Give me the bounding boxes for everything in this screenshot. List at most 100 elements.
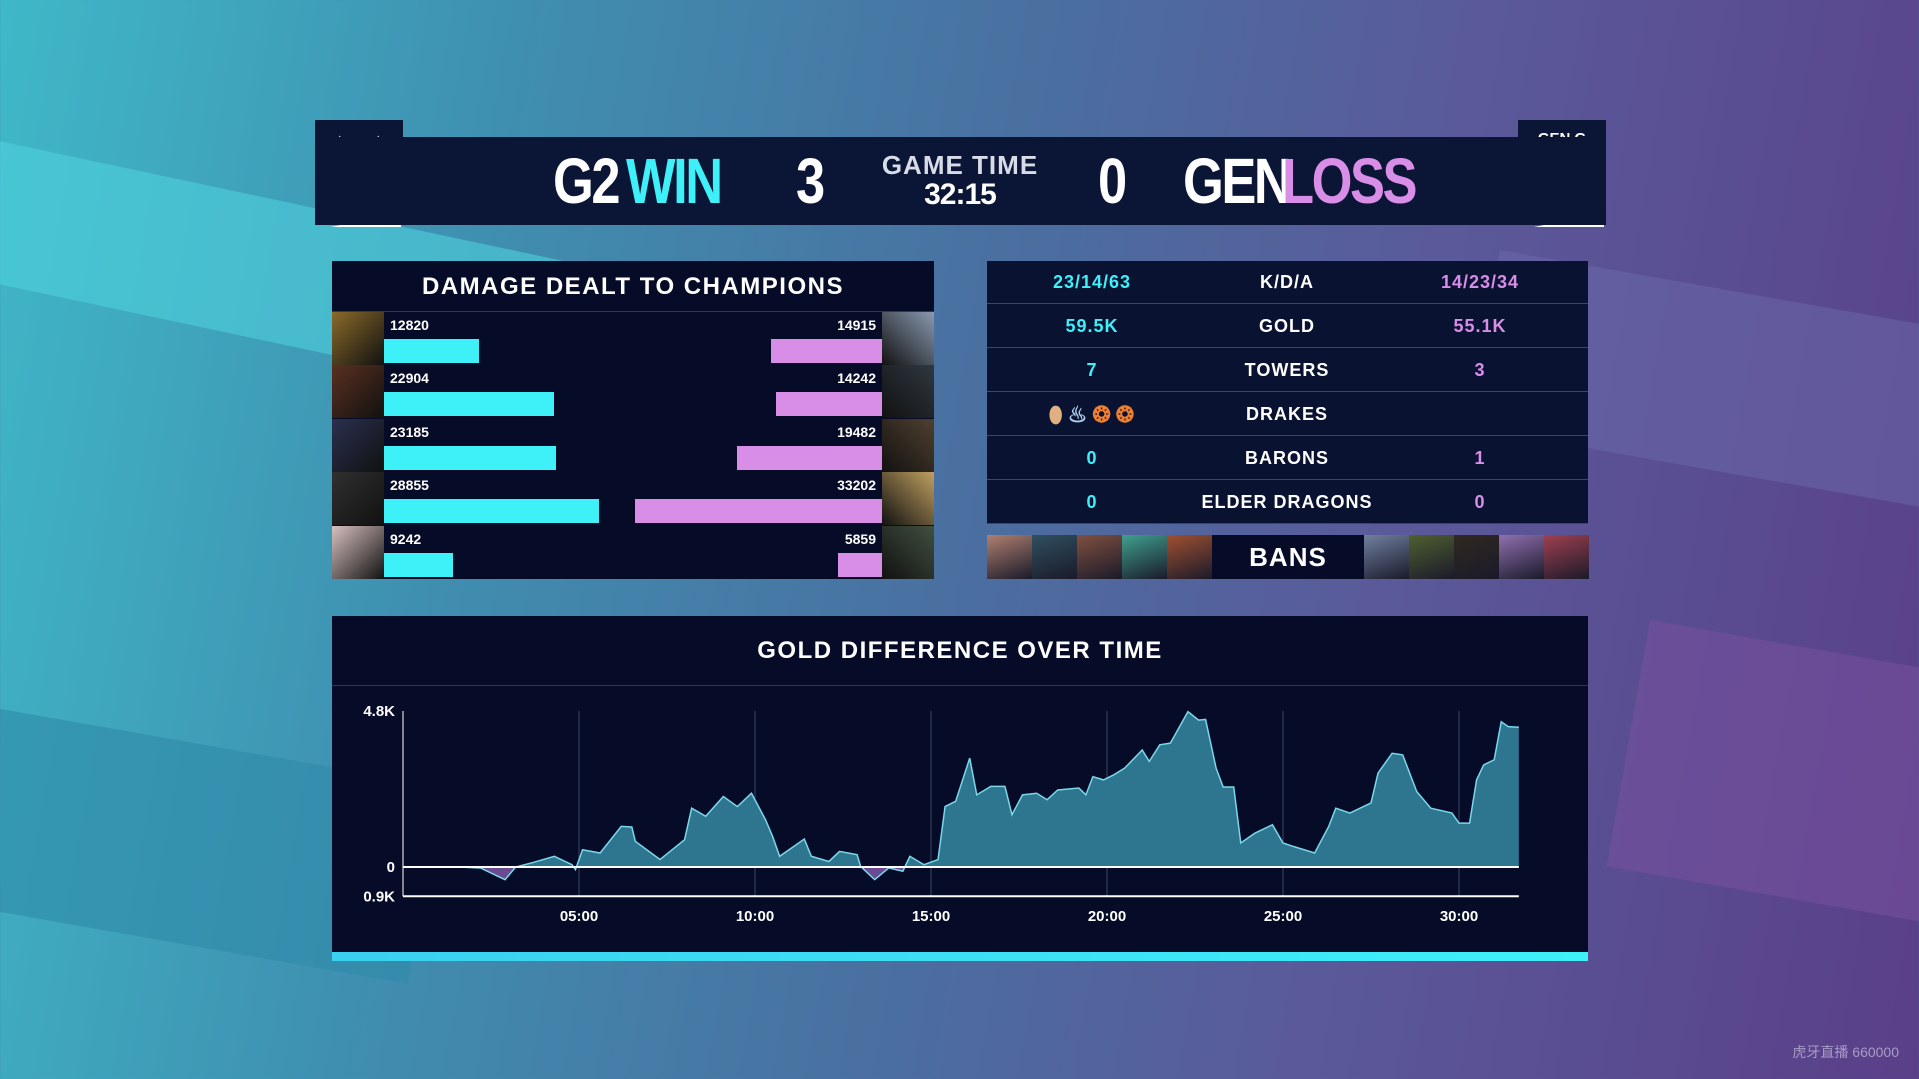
bans-row: BANS <box>987 535 1589 579</box>
drakes-left: ⬮ ♨ ❂ ❂ <box>1037 393 1147 438</box>
damage-bar-left <box>384 392 555 417</box>
banned-champion-portrait <box>1032 535 1077 579</box>
score-left: 3 <box>796 145 825 217</box>
infernal-drake-icon: ❂ <box>1115 402 1136 427</box>
game-time-label: GAME TIME <box>881 150 1039 180</box>
team-right-name: GEN <box>1183 145 1292 217</box>
stat-row: 0 ELDER DRAGONS 0 <box>987 481 1588 524</box>
damage-value-left: 28855 <box>390 477 429 494</box>
x-tick-label: 15:00 <box>912 908 950 925</box>
x-tick-label: 20:00 <box>1088 908 1126 925</box>
damage-value-left: 22904 <box>390 370 429 387</box>
stats-panel: 23/14/63 K/D/A 14/23/34 59.5K GOLD 55.1K 7… <box>987 261 1588 524</box>
damage-bar-left <box>384 552 453 577</box>
stat-row: 23/14/63 K/D/A 14/23/34 <box>987 261 1588 304</box>
stat-label: BARONS <box>1244 448 1329 468</box>
champion-portrait-right <box>882 312 934 365</box>
damage-value-right: 14915 <box>837 317 876 333</box>
stat-right-value: 55.1K <box>1453 316 1507 336</box>
result-left: WIN <box>626 145 723 217</box>
banned-champion-portrait <box>1409 535 1454 579</box>
infernal-drake-icon: ❂ <box>1092 402 1112 427</box>
damage-panel: DAMAGE DEALT TO CHAMPIONS 12820 14915 22… <box>332 261 934 579</box>
banned-champion-portrait <box>1544 535 1589 579</box>
damage-row: 12820 14915 <box>332 312 934 365</box>
game-time: 32:15 <box>924 178 997 211</box>
damage-row: 9242 5859 <box>332 525 934 579</box>
y-tick-label: 4.8K <box>363 703 395 720</box>
stat-left-value: 23/14/63 <box>1052 272 1132 292</box>
stat-right-value: 1 <box>1474 448 1486 468</box>
champion-portrait-right <box>882 472 934 526</box>
score-right: 0 <box>1098 145 1127 217</box>
watermark: 虎牙直播 660000 <box>1792 1044 1899 1060</box>
bans-label: BANS <box>1249 542 1327 572</box>
bans-right <box>1364 535 1589 579</box>
gold-chart-title: GOLD DIFFERENCE OVER TIME <box>332 616 1588 686</box>
gold-difference-line <box>403 710 1519 881</box>
champion-portrait-right <box>882 365 934 419</box>
damage-bar-right <box>771 339 882 363</box>
champion-portrait-left <box>332 365 384 419</box>
damage-value-left: 23185 <box>390 423 429 440</box>
damage-value-right: 5859 <box>844 530 876 547</box>
scoreboard-header <box>316 137 1604 225</box>
damage-row: 23185 19482 <box>332 418 934 472</box>
stat-label: DRAKES <box>1245 404 1328 424</box>
stat-label: GOLD <box>1259 316 1315 336</box>
damage-row: 22904 14242 <box>332 365 934 419</box>
x-tick-label: 30:00 <box>1440 908 1478 925</box>
stat-row: 0 BARONS 1 <box>987 437 1588 480</box>
stat-label: ELDER DRAGONS <box>1201 492 1373 512</box>
gold-panel-accent-bar <box>332 952 1588 961</box>
stat-row: 7 TOWERS 3 <box>987 349 1588 392</box>
damage-value-right: 19482 <box>837 423 876 440</box>
y-tick-label: 0.9K <box>363 888 395 905</box>
damage-value-right: 14242 <box>837 370 876 387</box>
champion-portrait-right <box>882 418 934 472</box>
banned-champion-portrait <box>1122 535 1167 579</box>
champion-portrait-left <box>332 472 384 526</box>
stat-left-value: 59.5K <box>1065 316 1119 336</box>
result-right: LOSS <box>1282 145 1418 217</box>
champion-portrait-left <box>332 312 384 365</box>
stat-label: K/D/A <box>1260 272 1314 292</box>
stat-left-value: 0 <box>1086 448 1098 468</box>
champion-portrait-left <box>332 525 384 579</box>
team-left-name: G2 <box>553 145 621 217</box>
x-tick-label: 05:00 <box>560 908 598 925</box>
champion-portrait-left <box>332 418 384 472</box>
stat-right-value: 14/23/34 <box>1440 272 1520 292</box>
damage-value-left: 12820 <box>390 317 429 333</box>
x-tick-label: 10:00 <box>736 908 774 925</box>
stat-right-value: 0 <box>1474 492 1486 512</box>
banned-champion-portrait <box>1077 535 1122 579</box>
damage-bar-right <box>634 499 882 524</box>
bans-left <box>987 535 1212 579</box>
damage-bar-left <box>384 445 557 470</box>
mountain-drake-icon: ⬮ <box>1048 402 1064 427</box>
damage-rows: 12820 14915 22904 14242 23185 19482 2885… <box>332 312 934 579</box>
damage-bar-left <box>384 339 480 363</box>
banned-champion-portrait <box>1454 535 1499 579</box>
gold-area-blue-lead <box>403 711 1519 867</box>
damage-bar-right <box>838 552 882 577</box>
banned-champion-portrait <box>1364 535 1409 579</box>
stat-right-value: 3 <box>1474 360 1486 380</box>
y-tick-label: 0 <box>387 859 395 876</box>
damage-bar-right <box>737 445 882 470</box>
damage-bar-left <box>384 499 599 524</box>
champion-portrait-right <box>882 525 934 579</box>
banned-champion-portrait <box>1499 535 1544 579</box>
banned-champion-portrait <box>1167 535 1212 579</box>
stat-left-value: 7 <box>1086 360 1098 380</box>
damage-bar-right <box>776 392 882 417</box>
damage-title: DAMAGE DEALT TO CHAMPIONS <box>332 261 934 312</box>
stat-row: 59.5K GOLD 55.1K <box>987 305 1588 348</box>
x-tick-label: 25:00 <box>1264 908 1302 925</box>
damage-row: 28855 33202 <box>332 472 934 526</box>
cloud-drake-icon: ♨ <box>1067 402 1089 427</box>
stat-row: DRAKES ⬮ ♨ ❂ ❂ <box>987 393 1588 436</box>
damage-value-right: 33202 <box>837 477 876 494</box>
